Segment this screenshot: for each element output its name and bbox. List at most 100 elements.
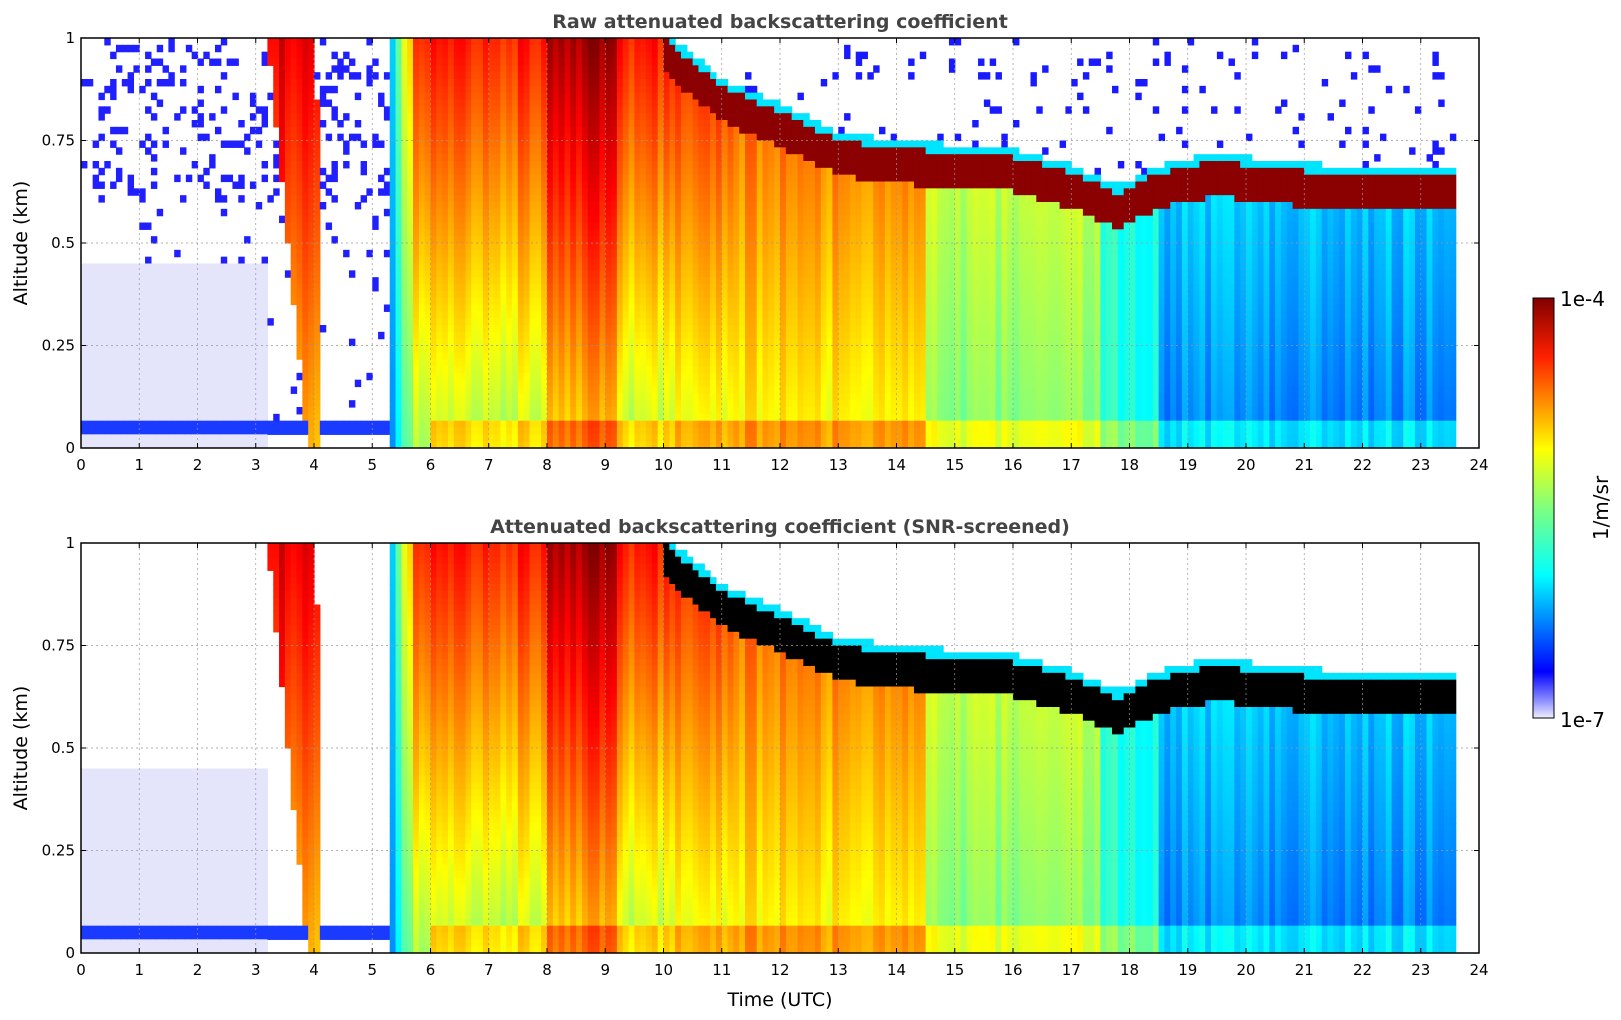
heatmap-cell: [541, 113, 548, 121]
heatmap-cell: [587, 126, 595, 135]
heatmap-cell: [314, 393, 321, 401]
heatmap-cell: [750, 270, 758, 278]
heatmap-cell: [459, 372, 467, 381]
heatmap-cell: [296, 51, 303, 60]
heatmap-cell: [727, 386, 734, 394]
heatmap-cell: [512, 51, 519, 60]
heatmap-cell: [710, 379, 717, 388]
heatmap-cell: [535, 270, 542, 278]
heatmap-cell: [523, 318, 531, 326]
heatmap-cell: [477, 311, 484, 319]
heatmap-cell: [803, 366, 810, 374]
heatmap-cell: [762, 154, 769, 162]
heatmap-cell: [611, 202, 618, 210]
heatmap-cell: [558, 195, 566, 203]
heatmap-cell: [564, 400, 571, 408]
heatmap-cell: [721, 133, 729, 142]
heatmap-cell: [407, 386, 414, 394]
heatmap-cell: [302, 44, 309, 53]
heatmap-cell: [290, 106, 298, 114]
heatmap-cell: [686, 120, 694, 128]
heatmap-cell: [576, 154, 583, 162]
heatmap-cell: [308, 181, 315, 189]
heatmap-cell: [389, 304, 397, 312]
heatmap-cell: [191, 161, 199, 169]
heatmap-cell: [512, 366, 519, 374]
heatmap-cell: [715, 393, 723, 401]
heatmap-cell: [646, 413, 653, 422]
heatmap-cell: [774, 188, 781, 196]
heatmap-cell: [296, 113, 303, 121]
heatmap-cell: [756, 311, 764, 319]
heatmap-cell: [267, 195, 274, 203]
heatmap-cell: [599, 263, 606, 271]
heatmap-cell: [564, 331, 571, 340]
heatmap-cell: [587, 154, 595, 162]
heatmap-cell: [261, 161, 268, 169]
heatmap-cell: [680, 427, 688, 435]
heatmap-cell: [576, 120, 583, 128]
heatmap-cell: [570, 154, 577, 162]
heatmap-cell: [535, 256, 542, 265]
heatmap-cell: [150, 263, 158, 422]
heatmap-cell: [680, 161, 688, 169]
heatmap-cell: [704, 215, 711, 224]
heatmap-cell: [570, 140, 577, 148]
heatmap-cell: [447, 284, 455, 292]
heatmap-cell: [564, 359, 571, 367]
heatmap-cell: [587, 311, 595, 319]
heatmap-cell: [628, 270, 635, 278]
heatmap-cell: [413, 379, 420, 388]
heatmap-cell: [477, 51, 484, 60]
heatmap-cell: [820, 297, 828, 306]
heatmap-cell: [756, 352, 764, 360]
heatmap-cell: [820, 256, 828, 265]
heatmap-cell: [424, 304, 432, 312]
heatmap-cell: [168, 420, 175, 435]
heatmap-cell: [541, 167, 548, 176]
heatmap-cell: [838, 352, 845, 360]
heatmap-cell: [453, 331, 461, 340]
heatmap-cell: [581, 318, 589, 326]
heatmap-cell: [797, 338, 804, 347]
heatmap-cell: [389, 195, 397, 203]
heatmap-cell: [512, 38, 519, 46]
heatmap-cell: [418, 106, 426, 114]
heatmap-cell: [517, 372, 525, 381]
heatmap-cell: [646, 229, 653, 237]
heatmap-cell: [407, 65, 414, 73]
heatmap-cell: [809, 366, 816, 374]
heatmap-cell: [576, 413, 583, 422]
heatmap-cell: [587, 161, 595, 169]
heatmap-cell: [663, 441, 670, 448]
heatmap-cell: [372, 420, 379, 435]
heatmap-cell: [832, 400, 839, 408]
heatmap-cell: [646, 106, 653, 114]
heatmap-cell: [669, 99, 676, 107]
heatmap-cell: [447, 106, 455, 114]
heatmap-cell: [110, 126, 117, 135]
heatmap-cell: [290, 297, 298, 306]
heatmap-cell: [721, 85, 729, 121]
heatmap-cell: [832, 359, 839, 367]
heatmap-cell: [774, 181, 781, 189]
heatmap-cell: [436, 85, 443, 94]
heatmap-cell: [809, 208, 816, 217]
heatmap-cell: [407, 277, 414, 285]
heatmap-cell: [284, 44, 292, 53]
heatmap-cell: [721, 249, 729, 258]
heatmap-cell: [552, 106, 560, 114]
heatmap-cell: [296, 208, 303, 217]
heatmap-cell: [232, 140, 239, 148]
heatmap-cell: [587, 297, 595, 306]
heatmap-cell: [512, 284, 519, 292]
heatmap-cell: [547, 202, 554, 210]
heatmap-cell: [389, 366, 397, 374]
heatmap-cell: [512, 420, 519, 429]
heatmap-cell: [622, 256, 630, 265]
heatmap-cell: [750, 249, 758, 258]
heatmap-cell: [710, 140, 717, 148]
heatmap-cell: [832, 393, 839, 401]
heatmap-cell: [692, 338, 700, 347]
heatmap-cell: [745, 366, 752, 374]
